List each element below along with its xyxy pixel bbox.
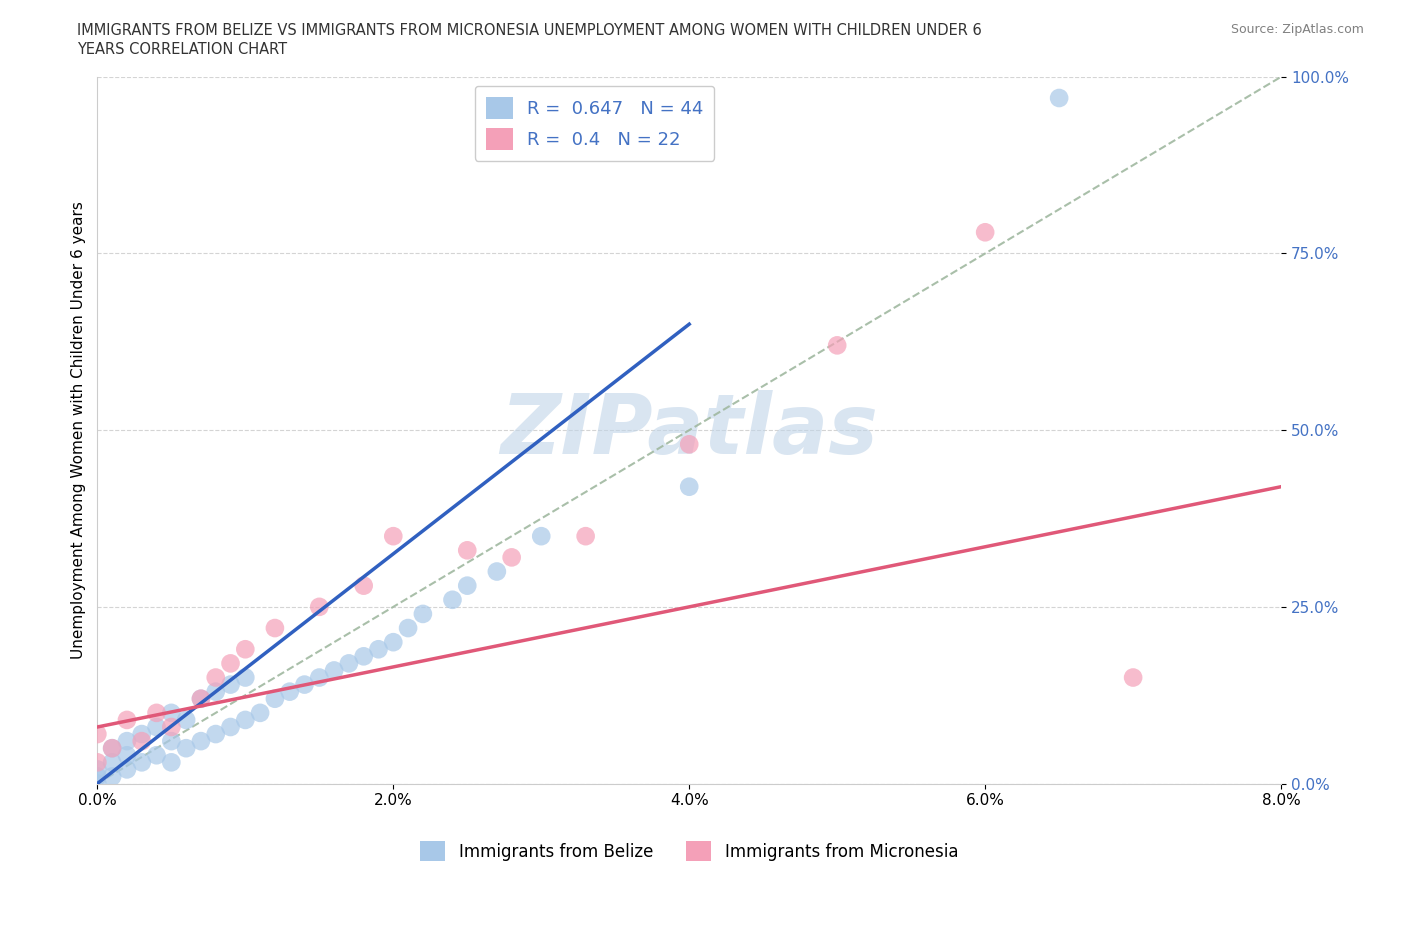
Point: [204, 671, 226, 685]
Point: [219, 677, 242, 692]
Point: [308, 600, 330, 615]
Point: [294, 677, 316, 692]
Point: [382, 635, 405, 650]
Point: [367, 642, 389, 657]
Point: [86, 769, 108, 784]
Point: [575, 529, 598, 544]
Point: [160, 755, 183, 770]
Point: [219, 720, 242, 735]
Point: [501, 550, 523, 565]
Point: [337, 656, 360, 671]
Point: [86, 777, 108, 791]
Point: [86, 762, 108, 777]
Point: [456, 578, 478, 593]
Point: [825, 338, 848, 352]
Point: [530, 529, 553, 544]
Point: [160, 720, 183, 735]
Point: [264, 620, 287, 635]
Y-axis label: Unemployment Among Women with Children Under 6 years: Unemployment Among Women with Children U…: [72, 201, 86, 659]
Point: [160, 734, 183, 749]
Point: [204, 684, 226, 699]
Point: [219, 656, 242, 671]
Point: [441, 592, 464, 607]
Point: [86, 726, 108, 741]
Point: [249, 706, 271, 721]
Point: [101, 769, 124, 784]
Point: [190, 691, 212, 706]
Point: [974, 225, 997, 240]
Point: [145, 748, 167, 763]
Point: [174, 741, 197, 756]
Point: [353, 578, 375, 593]
Point: [233, 671, 256, 685]
Text: YEARS CORRELATION CHART: YEARS CORRELATION CHART: [77, 42, 287, 57]
Point: [678, 437, 700, 452]
Point: [485, 565, 508, 579]
Point: [678, 479, 700, 494]
Point: [190, 691, 212, 706]
Text: Source: ZipAtlas.com: Source: ZipAtlas.com: [1230, 23, 1364, 36]
Text: IMMIGRANTS FROM BELIZE VS IMMIGRANTS FROM MICRONESIA UNEMPLOYMENT AMONG WOMEN WI: IMMIGRANTS FROM BELIZE VS IMMIGRANTS FRO…: [77, 23, 981, 38]
Point: [308, 671, 330, 685]
Point: [86, 755, 108, 770]
Text: ZIPatlas: ZIPatlas: [501, 390, 879, 471]
Point: [190, 734, 212, 749]
Point: [264, 691, 287, 706]
Point: [174, 712, 197, 727]
Point: [456, 543, 478, 558]
Point: [101, 741, 124, 756]
Point: [1122, 671, 1144, 685]
Point: [101, 741, 124, 756]
Point: [115, 762, 138, 777]
Point: [131, 755, 153, 770]
Legend: Immigrants from Belize, Immigrants from Micronesia: Immigrants from Belize, Immigrants from …: [413, 834, 965, 868]
Point: [145, 706, 167, 721]
Point: [145, 720, 167, 735]
Point: [101, 755, 124, 770]
Point: [115, 734, 138, 749]
Point: [278, 684, 301, 699]
Point: [233, 642, 256, 657]
Point: [204, 726, 226, 741]
Point: [353, 649, 375, 664]
Point: [323, 663, 346, 678]
Point: [160, 706, 183, 721]
Point: [131, 734, 153, 749]
Point: [115, 712, 138, 727]
Point: [396, 620, 419, 635]
Point: [115, 748, 138, 763]
Point: [412, 606, 434, 621]
Point: [1047, 90, 1070, 105]
Point: [382, 529, 405, 544]
Point: [233, 712, 256, 727]
Point: [131, 726, 153, 741]
